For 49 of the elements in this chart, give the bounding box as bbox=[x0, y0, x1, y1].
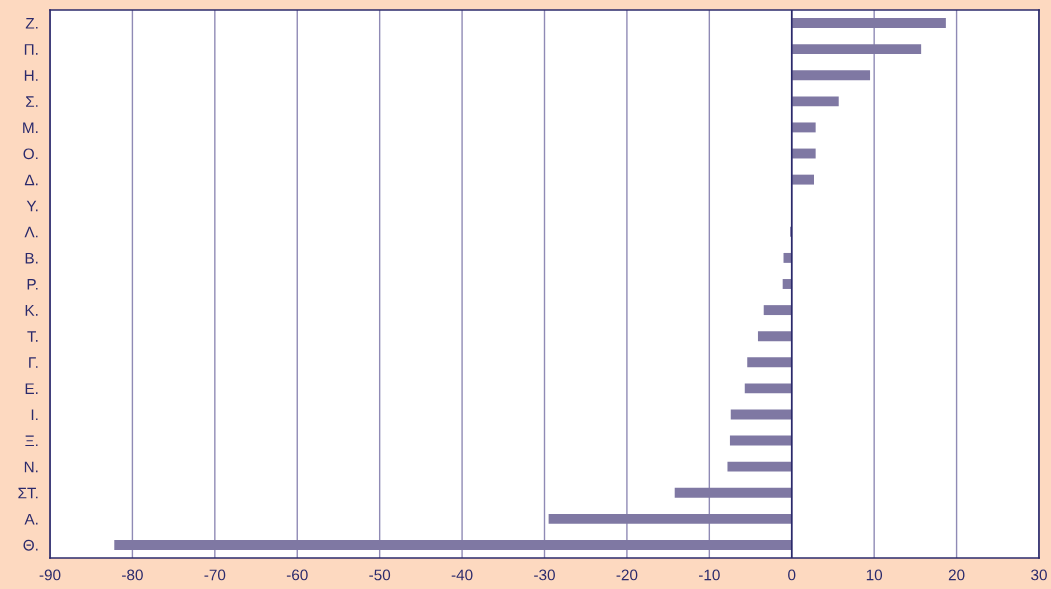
y-tick-label: Ν. bbox=[24, 461, 38, 473]
y-tick-label: Ο. bbox=[23, 148, 38, 160]
y-tick-label: Γ. bbox=[29, 357, 38, 368]
x-tick-label: -30 bbox=[534, 569, 555, 581]
bar bbox=[744, 383, 792, 394]
bar bbox=[791, 122, 816, 133]
bar bbox=[791, 174, 814, 185]
y-tick-label: Σ. bbox=[26, 96, 38, 107]
y-tick-label: ΣΤ. bbox=[18, 487, 38, 499]
bar bbox=[763, 305, 792, 316]
bar bbox=[548, 513, 792, 524]
bar bbox=[791, 96, 839, 107]
bar bbox=[791, 44, 922, 55]
x-tick-label: 30 bbox=[1031, 569, 1047, 581]
bar bbox=[727, 461, 792, 472]
bar bbox=[747, 357, 792, 368]
bar bbox=[791, 18, 946, 29]
bar bbox=[791, 70, 871, 81]
x-tick-label: -10 bbox=[698, 569, 720, 581]
y-tick-label: Α. bbox=[24, 513, 38, 525]
y-tick-label: Ρ. bbox=[27, 279, 38, 290]
x-tick-label: -50 bbox=[369, 569, 391, 581]
x-tick-label: -60 bbox=[286, 569, 308, 581]
y-tick-label: Η. bbox=[24, 70, 38, 81]
x-tick-label: 0 bbox=[788, 569, 796, 581]
bar bbox=[757, 331, 792, 342]
bar bbox=[729, 435, 792, 446]
x-tick-label: -80 bbox=[122, 569, 143, 581]
y-tick-label: Ξ. bbox=[25, 435, 38, 447]
bar bbox=[114, 539, 792, 550]
y-tick-label: Ε. bbox=[25, 383, 38, 394]
y-tick-label: Ι. bbox=[31, 409, 38, 421]
y-tick-label: Υ. bbox=[26, 200, 38, 212]
bar bbox=[674, 487, 792, 498]
y-tick-label: Π. bbox=[24, 44, 38, 55]
y-tick-label: Θ. bbox=[23, 539, 38, 551]
x-tick-label: -70 bbox=[204, 569, 226, 581]
y-tick-label: Λ. bbox=[24, 226, 38, 238]
y-tick-label: Τ. bbox=[27, 331, 38, 342]
x-tick-label: 20 bbox=[948, 569, 965, 581]
y-tick-label: Β. bbox=[25, 252, 38, 264]
x-tick-label: -20 bbox=[616, 569, 638, 581]
y-tick-label: Ζ. bbox=[25, 18, 38, 29]
y-tick-label: Κ. bbox=[25, 305, 38, 316]
x-tick-label: 10 bbox=[866, 569, 883, 581]
y-tick-label: Μ. bbox=[23, 122, 38, 133]
x-tick-label: -90 bbox=[39, 569, 61, 581]
x-tick-label: -40 bbox=[451, 569, 473, 581]
y-tick-label: Δ. bbox=[24, 174, 38, 186]
